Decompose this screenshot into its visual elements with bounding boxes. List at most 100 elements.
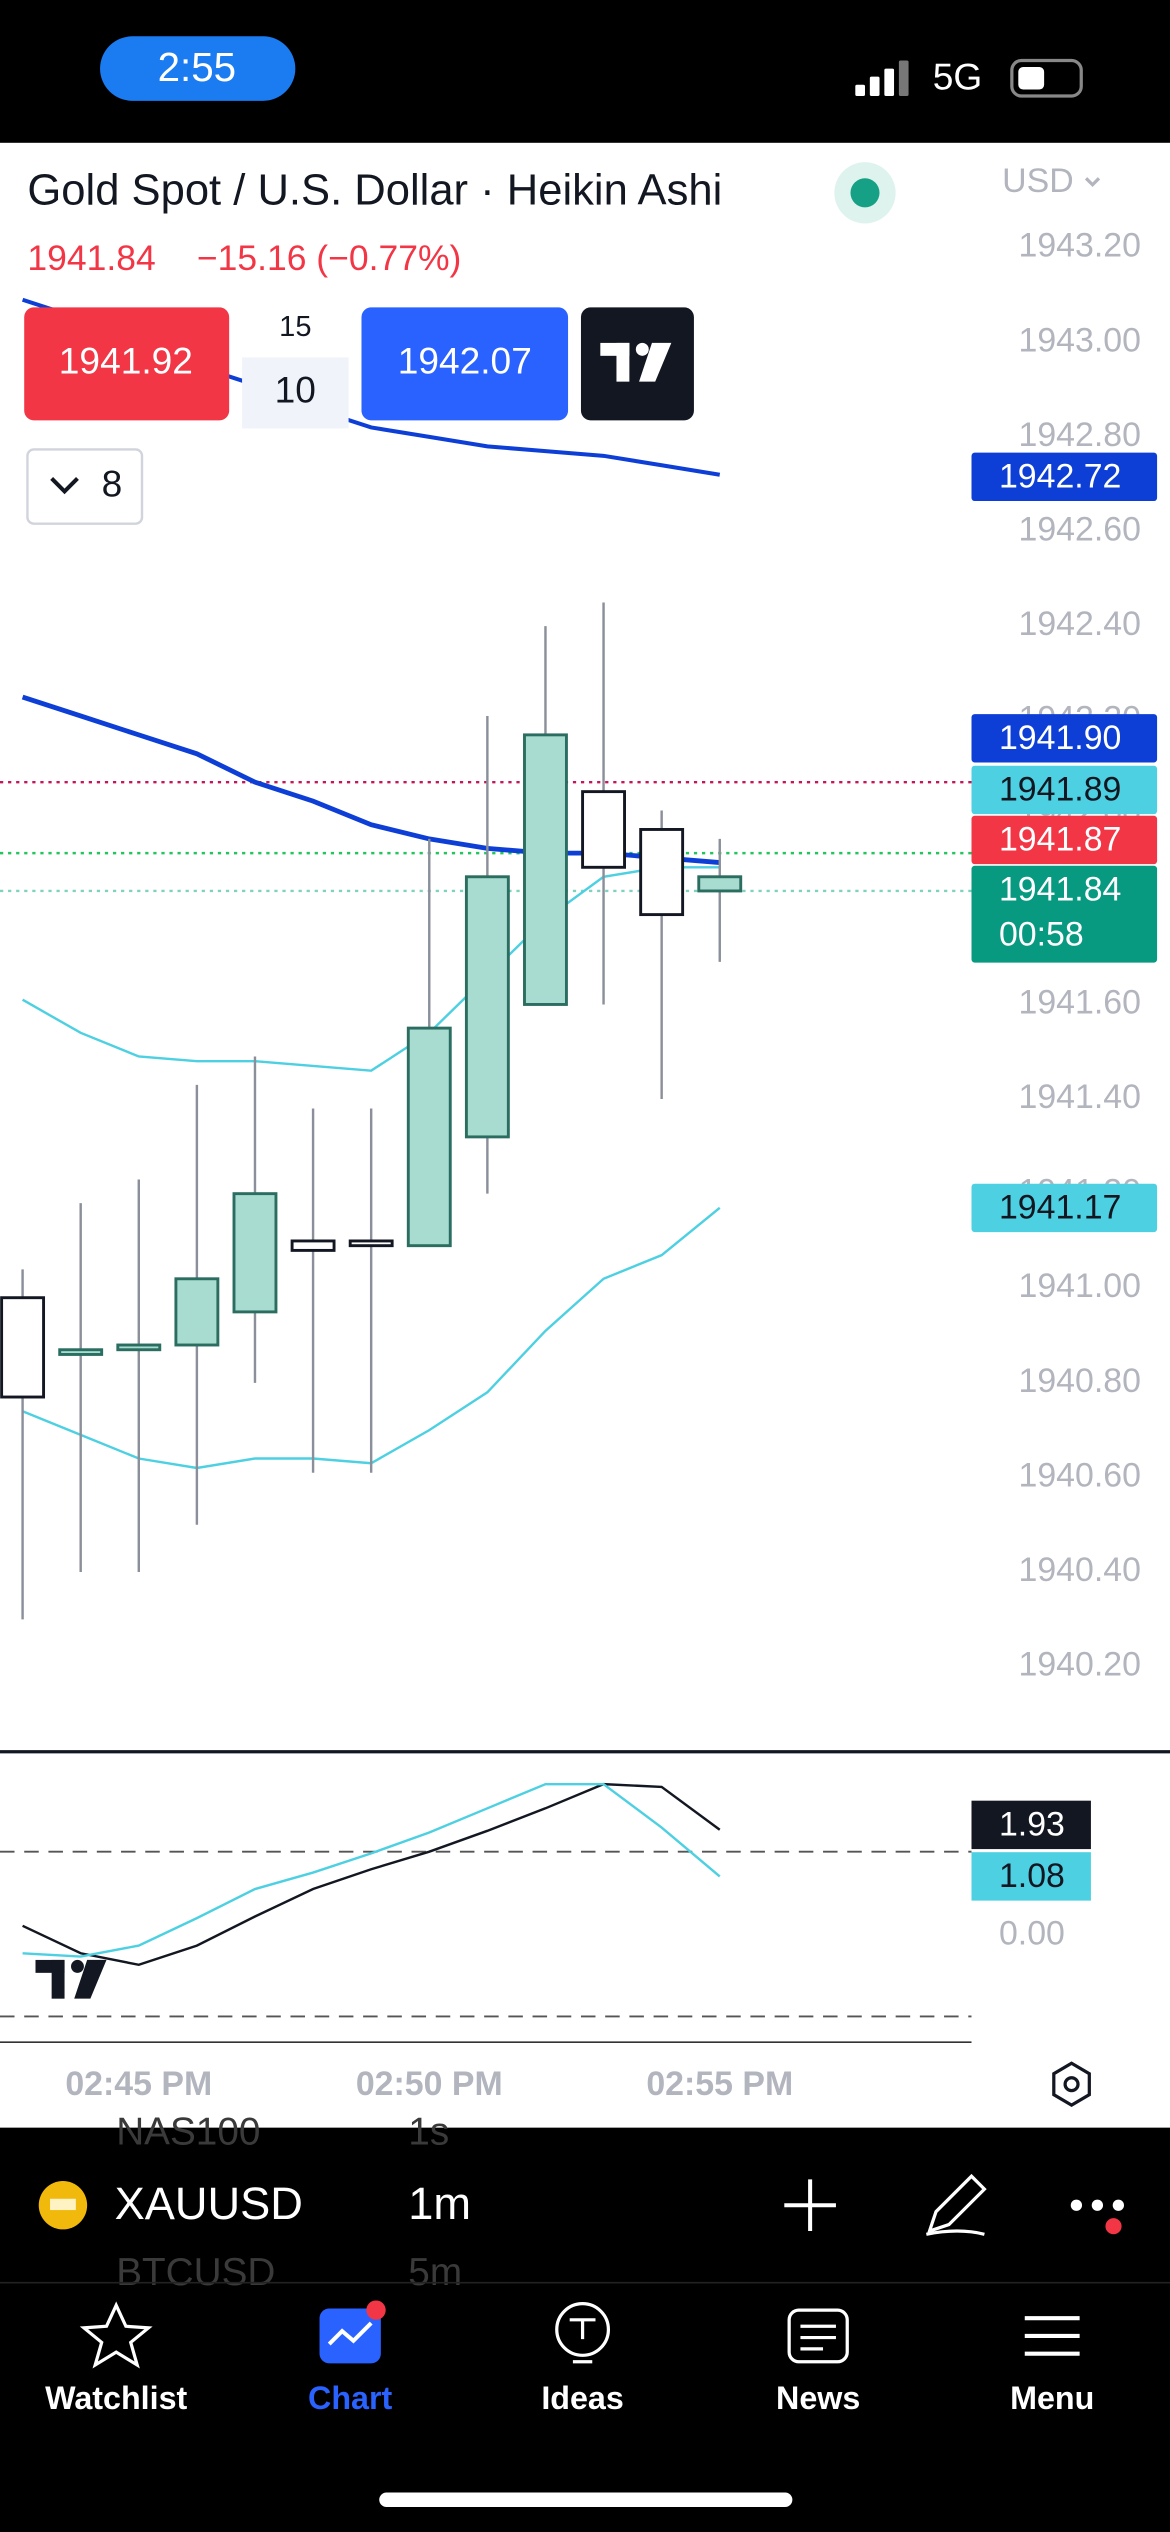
spread-bottom: 10 <box>275 369 316 411</box>
candle-body <box>464 875 510 1139</box>
watermark-part <box>74 1959 107 1999</box>
price-label: 1941.87 <box>999 821 1121 859</box>
oscillator-line <box>22 1782 721 1958</box>
price-label: 1941.89 <box>999 770 1121 808</box>
y-tick-label: 1943.00 <box>1018 321 1140 359</box>
y-tick-label: 1940.20 <box>1018 1646 1140 1684</box>
time-pill <box>100 36 296 101</box>
plot: 1940.20 1940.40 1940.60 1940.80 1941.00 1941.… <box>0 227 1158 2103</box>
sell-button[interactable] <box>24 307 230 421</box>
logo-button[interactable] <box>580 307 694 421</box>
add-button[interactable] <box>784 2179 836 2232</box>
menu-icon[interactable] <box>1024 2316 1080 2356</box>
logo <box>600 342 672 382</box>
sell-price: 1941.92 <box>59 340 193 382</box>
battery <box>1010 58 1083 98</box>
candle-body <box>290 1239 336 1252</box>
y-tick-label: 1941.40 <box>1018 1078 1140 1116</box>
nav-label[interactable]: Ideas <box>541 2380 624 2416</box>
last-value-box <box>971 1852 1091 1901</box>
y-tick-label: 1940.80 <box>1018 1362 1140 1400</box>
currency-chevron <box>1084 177 1101 188</box>
signal-bar <box>855 84 865 96</box>
symbol[interactable]: XAUUSD <box>115 2178 303 2229</box>
x-tick-label: 02:45 PM <box>65 2065 212 2103</box>
y-tick-label: 0.00 <box>999 1915 1065 1953</box>
dot <box>1112 2199 1125 2211</box>
y-tick-label: 1942.60 <box>1018 510 1140 548</box>
candle-body <box>174 1277 220 1347</box>
ghost-symbol: BTCUSD <box>116 2251 275 2294</box>
price-countdown: 00:58 <box>999 916 1084 954</box>
candle-body <box>639 828 685 917</box>
price-label: 1941.84 <box>999 871 1121 909</box>
y-tick-label: 1942.80 <box>1018 416 1140 454</box>
last-value-label: 1.93 <box>999 1805 1065 1843</box>
buy-price: 1942.07 <box>398 340 532 382</box>
interval[interactable]: 1m <box>408 2178 471 2229</box>
home-indicator <box>379 2492 793 2508</box>
price-label-box <box>971 1183 1158 1233</box>
y-tick-label: 1943.20 <box>1018 227 1140 265</box>
candle-body <box>116 1343 162 1352</box>
chart-icon-line <box>327 2321 373 2346</box>
toggle-chevron <box>50 477 79 495</box>
watermark-part <box>71 1959 84 1973</box>
nav-label[interactable]: News <box>776 2380 860 2416</box>
title: Gold Spot / U.S. Dollar · Heikin Ashi <box>27 166 722 214</box>
spread-top: 15 <box>279 311 311 343</box>
watchlist-icon[interactable] <box>79 2301 153 2369</box>
symbol-icon-bar <box>50 2198 76 2211</box>
y-tick-label: 1941.60 <box>1018 983 1140 1021</box>
draw-button[interactable] <box>926 2173 987 2236</box>
price-label-box <box>971 452 1158 502</box>
candle-body <box>581 790 626 869</box>
notification-dot <box>1105 2218 1122 2235</box>
signal-bar <box>898 60 909 96</box>
dot <box>1070 2199 1083 2211</box>
status-time: 2:55 <box>158 44 237 90</box>
ideas-icon-detail <box>569 2318 596 2364</box>
candle-body <box>523 733 568 1006</box>
logo-part <box>616 342 630 382</box>
signal-bar <box>869 76 880 96</box>
y-tick-label: 1940.40 <box>1018 1551 1140 1589</box>
more-button[interactable] <box>1070 2199 1125 2211</box>
indicator-count: 8 <box>102 462 123 504</box>
news-icon[interactable] <box>787 2308 849 2364</box>
candle-body <box>348 1239 394 1248</box>
price-label-box <box>971 714 1158 763</box>
candle-body <box>0 1296 46 1399</box>
candle-body <box>406 1026 452 1248</box>
dot <box>1091 2199 1104 2211</box>
logo-part <box>635 342 649 356</box>
settings-icon[interactable] <box>1052 2061 1091 2108</box>
status-dot <box>850 178 880 208</box>
nav-label[interactable]: Menu <box>1010 2380 1094 2416</box>
last-value-label: 1.08 <box>999 1857 1065 1895</box>
logo-part <box>639 342 672 382</box>
ghost-interval: 5m <box>408 2251 462 2294</box>
price-label-box <box>971 765 1158 815</box>
last-price: 1941.84 <box>27 238 155 278</box>
watermark-part <box>51 1959 65 1999</box>
price-label: 1942.72 <box>999 457 1121 495</box>
network: 5G <box>933 56 983 98</box>
x-tick-label: 02:50 PM <box>356 2065 503 2103</box>
y-tick-label: 1942.40 <box>1018 605 1140 643</box>
price-change: −15.16 (−0.77%) <box>197 238 461 278</box>
indicator-toggle[interactable] <box>26 448 144 525</box>
x-tick-label: 02:55 PM <box>646 2065 793 2103</box>
nav-label[interactable]: Chart <box>308 2380 393 2416</box>
candle-body <box>232 1192 278 1314</box>
buy-button[interactable] <box>361 307 569 421</box>
nav-label[interactable]: Watchlist <box>45 2380 187 2416</box>
signal-bar <box>884 68 895 96</box>
signal-icon <box>855 60 909 96</box>
bottom-bar <box>0 2127 1170 2532</box>
y-tick-label: 1941.00 <box>1018 1267 1140 1305</box>
currency[interactable]: USD <box>1002 162 1074 200</box>
ideas-icon[interactable] <box>555 2302 611 2357</box>
